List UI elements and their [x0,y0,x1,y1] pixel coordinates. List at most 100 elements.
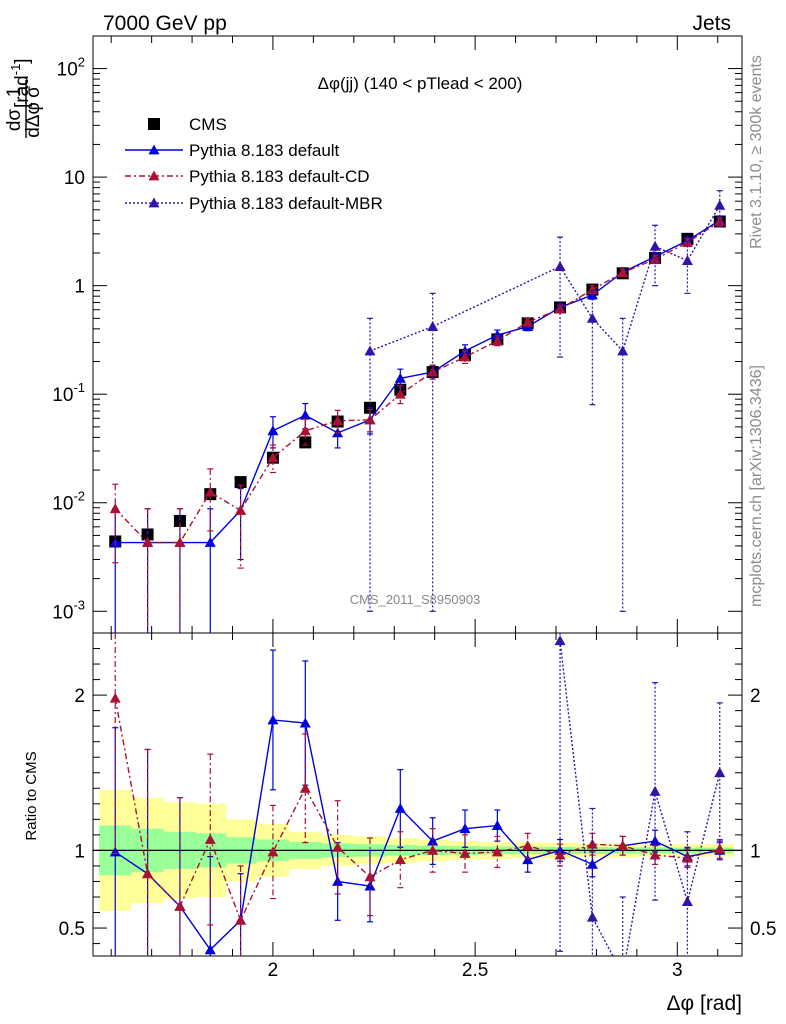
ratio-tick-label-right: 0.5 [750,919,776,940]
mbr-ratio-point [681,896,693,907]
cd-point [491,335,503,346]
mbr-point [586,312,598,323]
mbr-ratio-point [714,767,726,778]
default-ratio-point [586,858,598,869]
side-label-rivet: Rivet 3.1.10, ≥ 300k events [748,55,765,249]
cd-point [427,366,439,377]
y-tick-label: 10-3 [52,597,85,623]
default-ratio-point [491,820,503,830]
cd-ratio-point [299,782,311,793]
mbr-ratio-point [554,635,566,646]
cd-ratio-line [114,698,720,923]
cd-point [299,425,311,436]
mbr-point [714,199,726,210]
watermark: CMS_2011_S8950903 [350,592,481,607]
cd-ratio-point [427,844,439,855]
cd-point [204,486,216,497]
legend-cd-marker [148,170,160,181]
data-layer [109,190,726,979]
y-tick-label: 10-2 [52,489,85,515]
cd-ratio-point [174,900,186,911]
y-tick-label: 1 [74,277,85,298]
mbr-ratio-point [617,969,628,979]
x-axis-title: Δφ [rad] [667,992,743,1015]
ratio-tick-label-right: 1 [750,841,761,862]
cd-point [267,452,279,463]
default-point [394,372,406,383]
legend-mbr-marker [148,197,160,208]
x-tick-label: 3 [672,960,683,981]
x-tick-label: 2 [268,960,279,981]
header-right: Jets [692,12,731,35]
mbr-ratio-point [586,911,598,922]
ratio-panel-data [109,633,726,979]
ratio-tick-label-right: 2 [750,686,761,707]
header-left: 7000 GeV pp [103,12,227,35]
side-label-mcplots: mcplots.cern.ch [arXiv:1306.3436] [748,365,765,607]
legend-default-marker [148,144,160,155]
cd-point [586,284,598,294]
cd-point [459,351,471,362]
legend-label-mbr: Pythia 8.183 default-MBR [189,194,383,213]
cd-ratio-point [491,846,503,857]
default-point [267,425,279,436]
y-axis-title-top: 1 σ dσ dΔφ [rad-1] [4,58,44,138]
ylabel-num2: dσ [4,109,25,132]
mbr-point [681,255,693,266]
cd-ratio-point [235,914,247,925]
x-tick-label: 2.5 [462,960,488,981]
cd-point [332,415,344,426]
ratio-tick-label: 1 [74,841,85,862]
mbr-point [427,321,439,331]
cd-ratio-point [714,843,726,854]
default-ratio-point [299,717,311,728]
legend-cms-marker [148,118,160,130]
y-tick-label: 10-1 [52,380,85,406]
cd-point [522,316,534,327]
default-point [491,329,503,340]
default-point [204,537,216,547]
cd-ratio-point [267,846,279,857]
default-ratio-point [427,835,439,846]
cd-line [114,220,721,544]
default-point [299,409,311,420]
default-ratio-point [522,854,534,865]
frames-layer [92,35,743,957]
ylabel-unit: [rad-1] [8,58,33,108]
cd-ratio-point [586,838,598,849]
legend-label-default: Pythia 8.183 default [189,141,340,160]
ratio-tick-label: 2 [74,686,85,707]
mbr-ratio-point [649,785,661,796]
ticks-layer: 2 2.5 3 10-3 10-2 10-1 1 10 102 0.5 0.5 1 1 2 2 [52,36,776,981]
cd-ratio-point [142,868,154,879]
cd-ratio-point [364,871,376,882]
mbr-point [649,240,661,251]
default-ratio-line [114,719,720,951]
top-panel-data [109,190,726,633]
cd-ratio-point [109,692,121,703]
y-tick-label: 102 [57,55,85,81]
cd-point [714,215,726,226]
y-axis-title-ratio: Ratio to CMS [23,751,40,840]
cd-ratio-point [522,840,534,851]
chart-title: Δφ(jj) (140 < pTlead < 200) [318,74,523,93]
cd-ratio-point [617,840,629,851]
cd-point [109,503,121,514]
cd-ratio-point [332,841,344,852]
default-ratio-point [267,714,279,725]
ratio-panel-frame [92,632,743,957]
ratio-tick-label: 0.5 [59,919,85,940]
ylabel-den2: dΔφ [23,102,44,138]
ylabel-den: σ [23,86,44,98]
cd-point [617,267,629,277]
mbr-ratio-line [559,640,721,956]
cd-point [554,303,566,314]
cd-ratio-point [394,854,406,865]
legend: CMS Pythia 8.183 default Pythia 8.183 defa… [125,115,383,213]
cd-point [142,537,154,547]
mbr-point [554,261,566,271]
cd-point [394,388,406,399]
mbr-line [369,204,721,353]
ylabel-num: 1 [4,87,25,98]
